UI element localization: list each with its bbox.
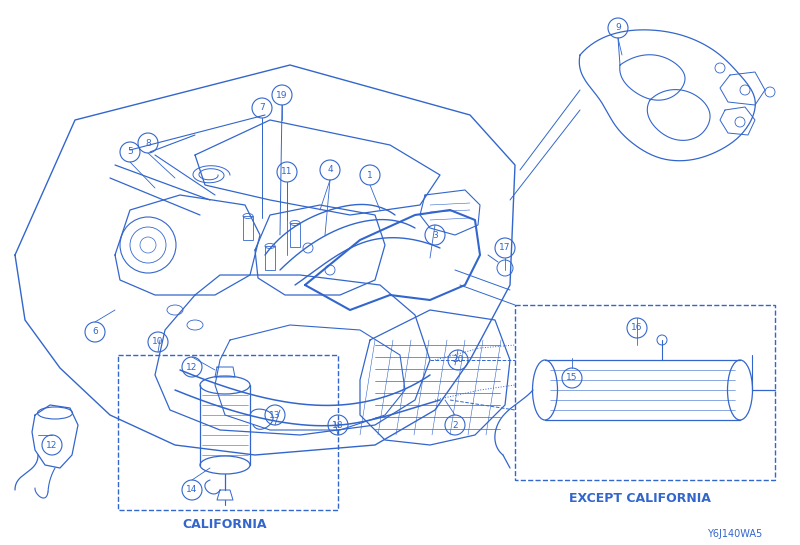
Text: 3: 3 <box>432 231 438 239</box>
Text: 6: 6 <box>92 328 98 336</box>
Text: 8: 8 <box>145 138 151 148</box>
Text: EXCEPT CALIFORNIA: EXCEPT CALIFORNIA <box>569 492 711 505</box>
Text: 12: 12 <box>186 362 198 372</box>
Text: 14: 14 <box>186 486 198 494</box>
Text: 12: 12 <box>46 440 58 450</box>
Bar <box>265 246 275 270</box>
Text: 1: 1 <box>367 171 373 179</box>
Text: 19: 19 <box>276 90 288 100</box>
Text: 9: 9 <box>615 23 621 33</box>
Text: 15: 15 <box>566 373 578 383</box>
Text: Y6J140WA5: Y6J140WA5 <box>706 529 762 539</box>
Text: 20: 20 <box>452 355 464 365</box>
Text: CALIFORNIA: CALIFORNIA <box>182 518 267 531</box>
Text: 10: 10 <box>152 337 164 347</box>
Text: 4: 4 <box>327 166 333 174</box>
Text: 5: 5 <box>127 148 133 156</box>
Text: 13: 13 <box>270 410 281 420</box>
Text: 2: 2 <box>452 421 458 429</box>
Text: 7: 7 <box>259 104 265 112</box>
Text: 16: 16 <box>631 324 642 332</box>
Text: 11: 11 <box>282 167 293 177</box>
Bar <box>515 305 775 480</box>
Text: 18: 18 <box>332 421 344 429</box>
Bar <box>118 355 338 510</box>
Bar <box>243 216 253 240</box>
Text: 17: 17 <box>499 244 510 252</box>
Bar <box>290 223 300 247</box>
